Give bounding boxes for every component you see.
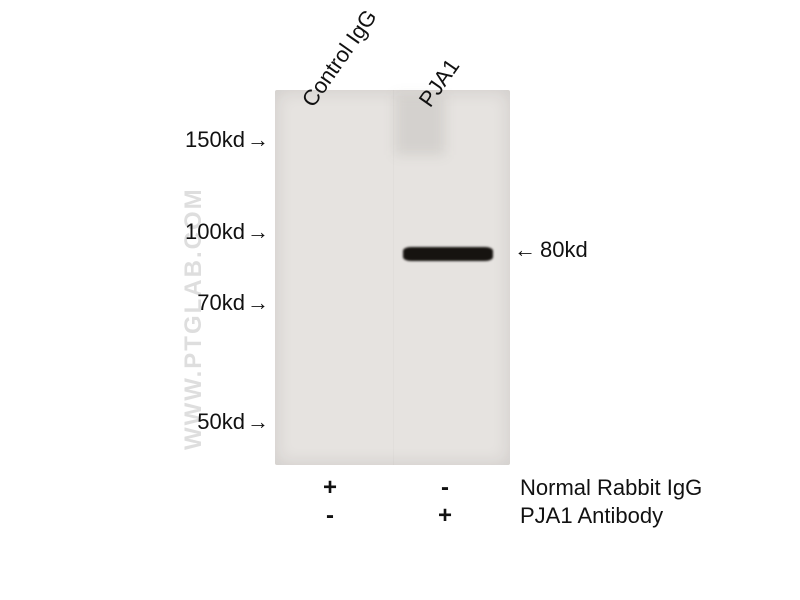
blot-membrane	[275, 90, 510, 465]
target-band-arrow-icon: ←	[514, 237, 536, 263]
mw-marker-label: 50kd	[197, 409, 245, 435]
lane-divider	[393, 90, 394, 465]
minus-icon: -	[320, 502, 340, 530]
mw-marker-arrow-icon: →	[247, 409, 269, 435]
mw-marker-arrow-icon: →	[247, 290, 269, 316]
minus-icon: -	[435, 474, 455, 502]
plus-icon: +	[320, 474, 340, 502]
target-band	[403, 247, 493, 261]
mw-marker-arrow-icon: →	[247, 127, 269, 153]
condition-row-label: Normal Rabbit IgG	[520, 475, 702, 501]
mw-marker-label: 100kd	[185, 219, 245, 245]
figure-container: WWW.PTGLAB.COM 150kd→100kd→70kd→50kd→←80…	[0, 0, 800, 600]
mw-marker-arrow-icon: →	[247, 219, 269, 245]
plus-icon: +	[435, 502, 455, 530]
mw-marker-label: 150kd	[185, 127, 245, 153]
mw-marker-label: 70kd	[197, 290, 245, 316]
condition-row-label: PJA1 Antibody	[520, 503, 663, 529]
target-band-label: 80kd	[540, 237, 588, 263]
